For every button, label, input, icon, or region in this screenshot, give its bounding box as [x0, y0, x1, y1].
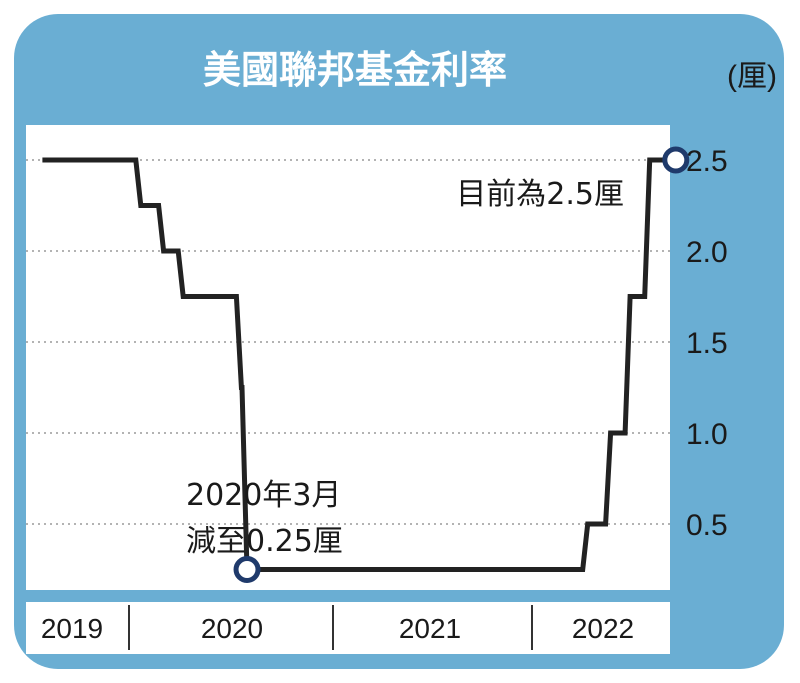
- y-tick-label: 0.5: [686, 509, 728, 542]
- year-dividers: [128, 605, 533, 650]
- annotation-low-line1: 2020年3月: [186, 478, 341, 513]
- y-tick-labels: 0.5 1.0 1.5 2.0 2.5: [686, 145, 728, 542]
- annotation-marker-low: [233, 556, 261, 583]
- plot-area: [26, 125, 670, 590]
- y-tick-label: 1.5: [686, 327, 728, 360]
- year-label: 2021: [399, 613, 461, 644]
- chart-title: 美國聯邦基金利率: [203, 48, 507, 92]
- year-strip: [26, 602, 670, 654]
- annotation-marker-current: [662, 146, 690, 174]
- y-tick-label: 1.0: [686, 418, 728, 451]
- y-unit-label: (厘): [727, 60, 777, 93]
- y-tick-label: 2.5: [686, 145, 728, 178]
- year-label: 2022: [572, 613, 634, 644]
- year-label: 2020: [201, 613, 263, 644]
- annotation-current: 目前為2.5厘: [456, 177, 624, 212]
- annotation-low-line2: 減至0.25厘: [186, 524, 343, 559]
- year-label: 2019: [41, 613, 103, 644]
- year-labels: 2019 2020 2021 2022: [41, 613, 634, 644]
- y-tick-label: 2.0: [686, 236, 728, 269]
